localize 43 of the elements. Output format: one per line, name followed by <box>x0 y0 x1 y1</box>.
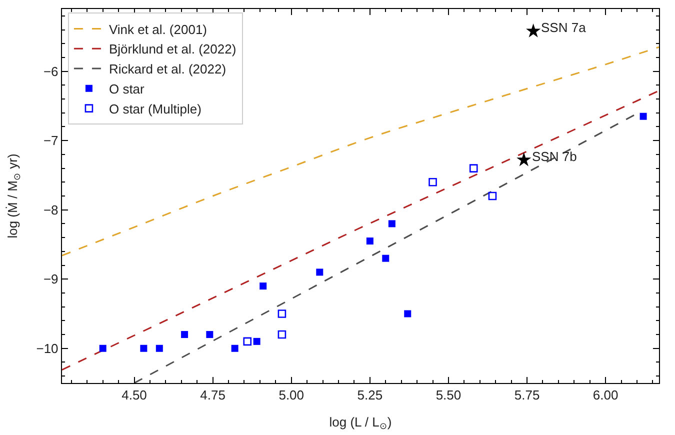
point <box>488 192 497 200</box>
point <box>206 331 214 338</box>
x-tick-label: 6.00 <box>592 388 618 403</box>
point <box>428 178 437 186</box>
x-tick-label: 5.25 <box>357 388 383 403</box>
y-tick-label: −9 <box>43 272 58 287</box>
annotation: SSN 7a <box>541 20 587 35</box>
point <box>156 344 163 352</box>
legend-label: Rickard et al. (2022) <box>108 62 226 77</box>
point <box>388 220 396 228</box>
y-tick-label: −7 <box>43 133 58 148</box>
point <box>404 310 412 318</box>
point <box>278 330 286 339</box>
x-tick-label: 5.75 <box>514 388 540 403</box>
line-series <box>62 46 659 256</box>
y-tick-label: −10 <box>36 340 58 356</box>
legend-label: O star (Multiple) <box>108 101 202 116</box>
point <box>366 238 374 245</box>
point <box>316 268 324 276</box>
point <box>516 152 532 166</box>
legend-label: Vink et al. (2001) <box>108 22 208 37</box>
legend-label: O star <box>108 81 146 96</box>
point <box>231 344 238 352</box>
point <box>382 254 390 262</box>
point <box>140 344 148 352</box>
point <box>181 331 188 338</box>
point <box>243 337 252 346</box>
point <box>260 282 267 290</box>
point <box>526 23 541 38</box>
point <box>253 338 260 345</box>
x-tick-label: 4.75 <box>200 388 226 403</box>
point <box>469 164 478 172</box>
y-tick-label: −8 <box>43 202 58 218</box>
y-tick-label: −6 <box>43 64 58 79</box>
point <box>99 344 106 352</box>
point <box>640 112 647 120</box>
legend-label: Björklund et al. (2022) <box>108 42 236 57</box>
annotation: SSN 7b <box>532 149 577 164</box>
x-tick-label: 5.00 <box>278 388 304 403</box>
x-axis-title: log (L / L$_{⊙}$) <box>329 414 392 432</box>
x-tick-label: 4.50 <box>122 388 147 403</box>
point <box>278 310 286 318</box>
x-tick-label: 5.50 <box>436 388 462 403</box>
